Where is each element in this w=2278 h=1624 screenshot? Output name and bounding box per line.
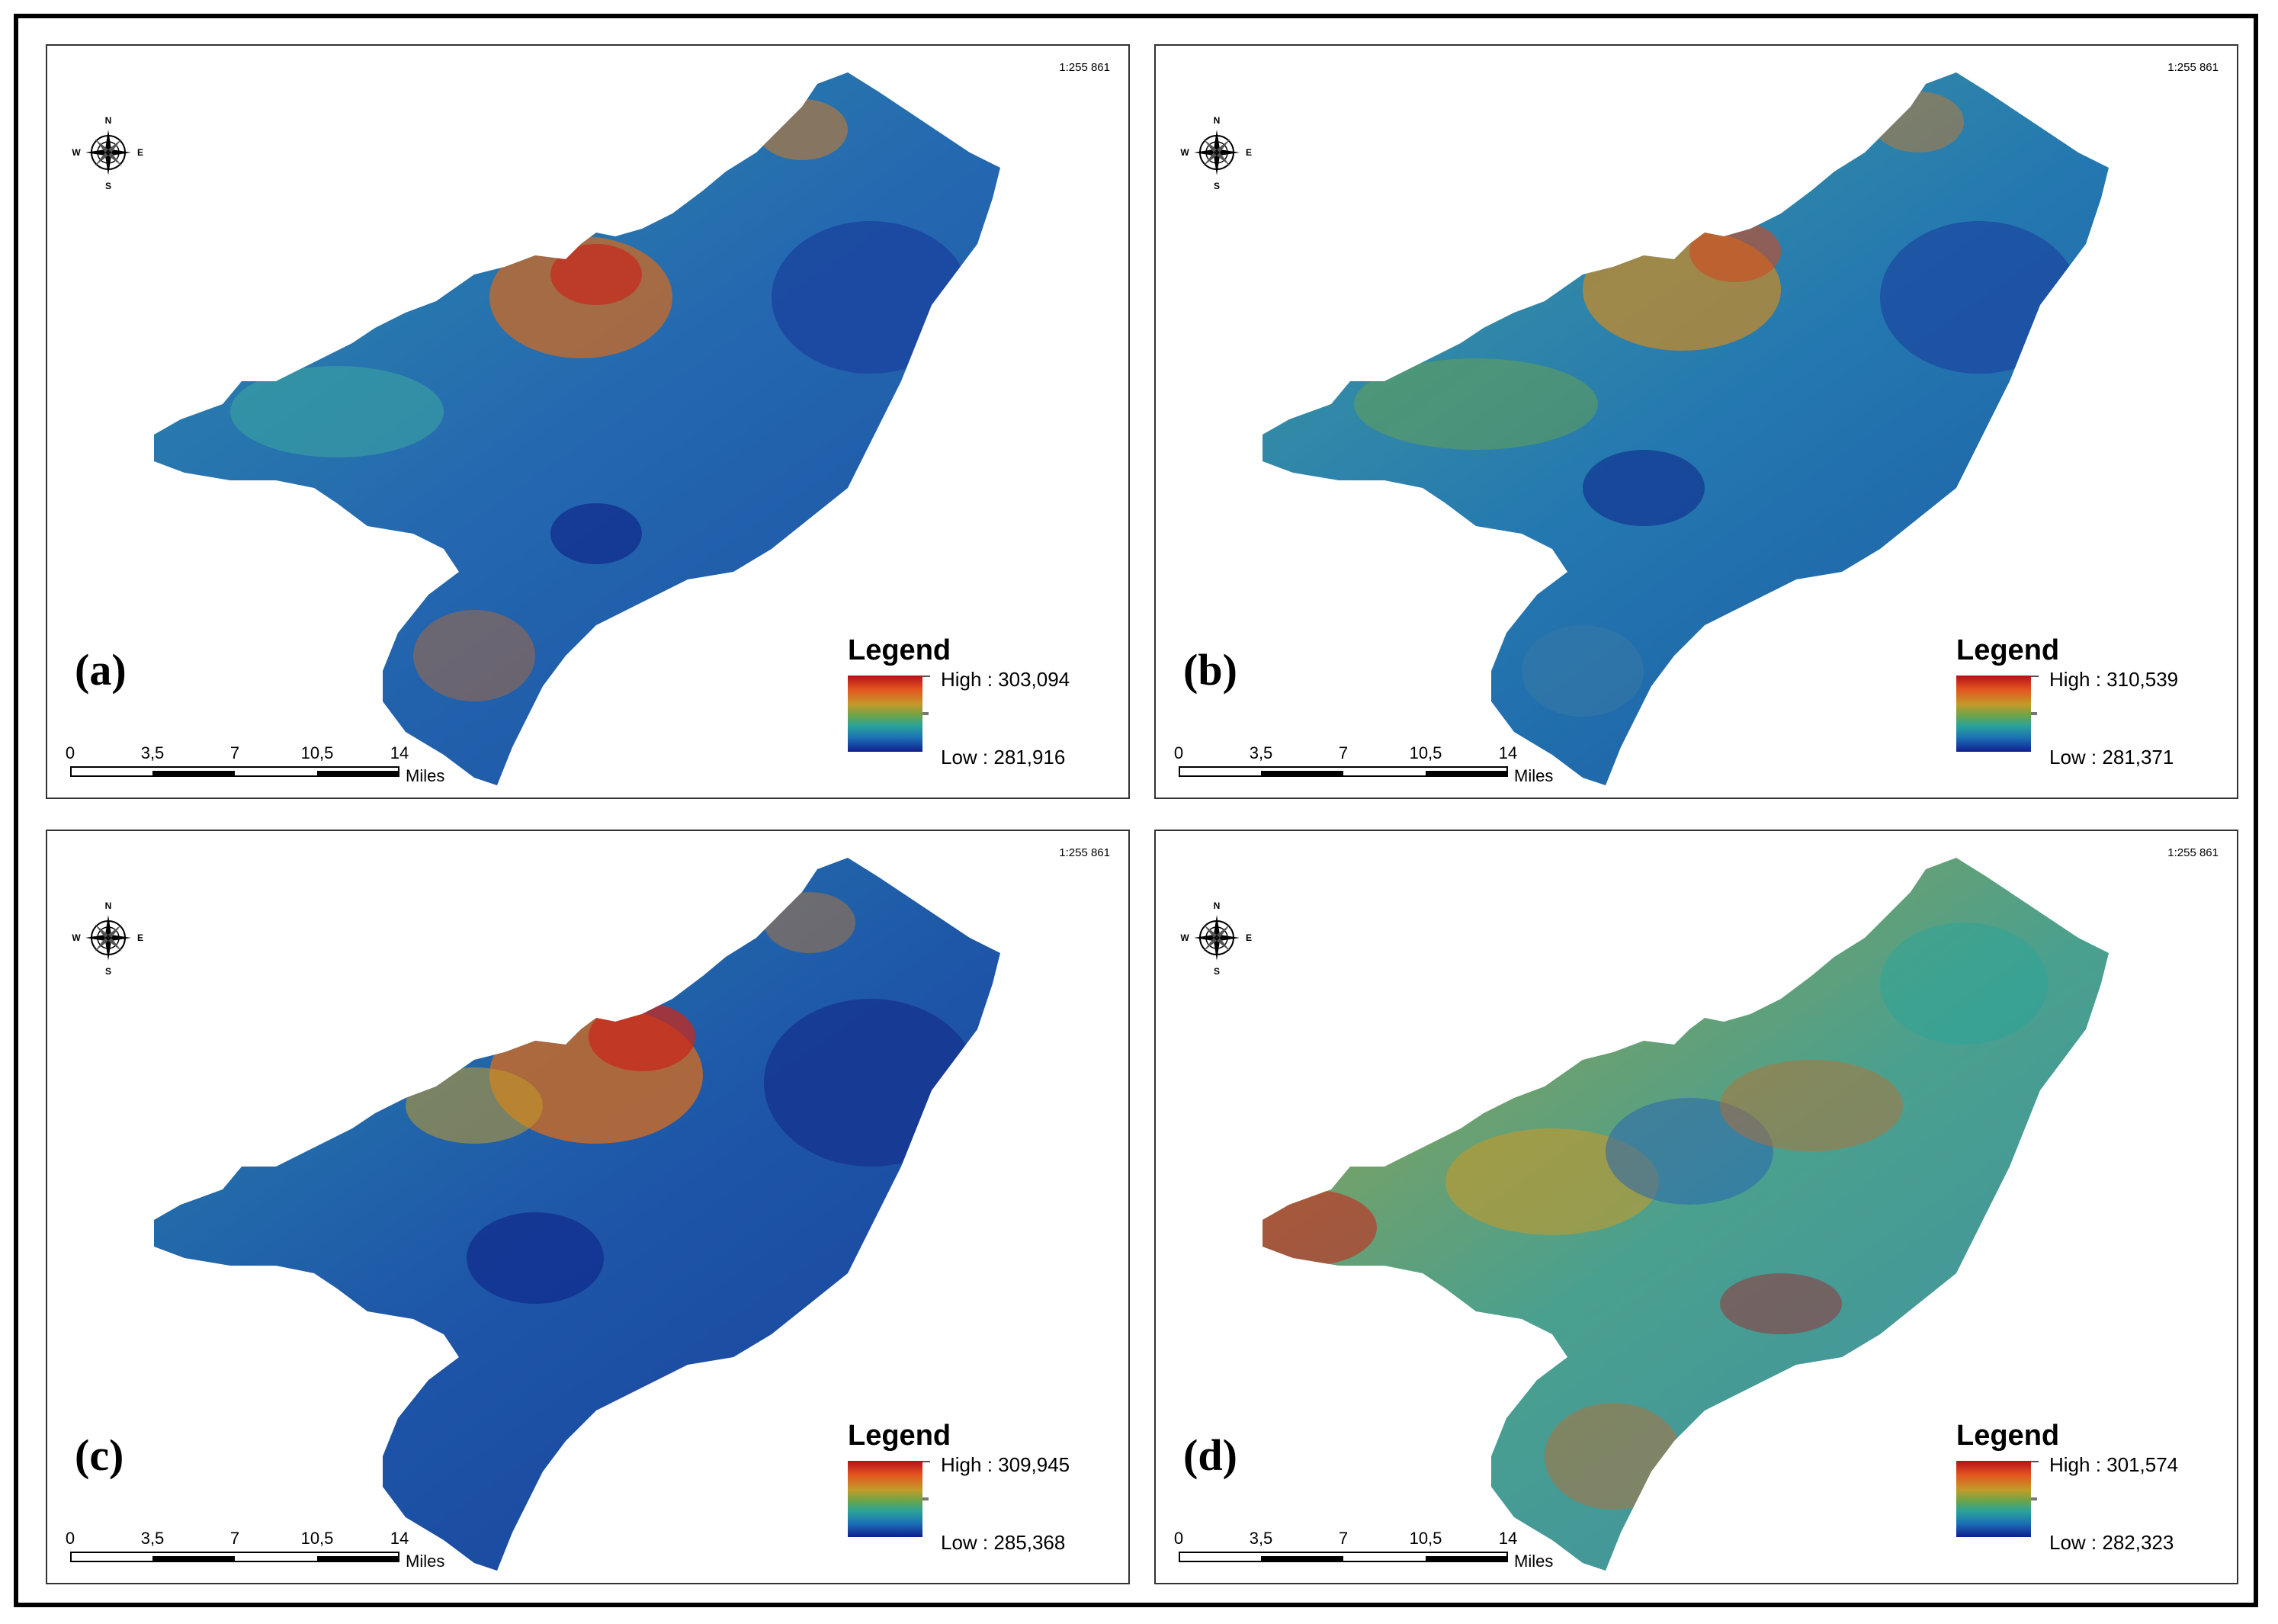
scale-tick-label: 10,5	[1409, 1529, 1442, 1548]
svg-text:W: W	[1180, 147, 1189, 158]
legend-mid-tick	[922, 1497, 929, 1500]
raster-map-b	[1263, 72, 2109, 785]
svg-text:W: W	[72, 147, 81, 158]
legend-c: Legend High : 309,945 Low : 285,368	[848, 1420, 1107, 1554]
legend-color-ramp	[1956, 1461, 2031, 1537]
svg-text:S: S	[1214, 181, 1220, 191]
legend-a: Legend High : 303,094 Low : 281,916	[848, 634, 1107, 769]
scale-tick-label: 3,5	[140, 1529, 165, 1548]
legend-high-tick	[922, 1461, 930, 1462]
map-scale-ratio: 1:255 861	[2167, 846, 2219, 859]
svg-text:N: N	[105, 900, 112, 911]
scale-unit: Miles	[406, 766, 445, 785]
legend-color-ramp	[848, 1461, 922, 1537]
panel-label-b: (b)	[1183, 645, 1237, 695]
map-panel-c: 1:255 861 N S E W (c) Legend High : 309,…	[46, 830, 1130, 1584]
north-arrow-icon: N S E W	[72, 900, 143, 976]
scale-tick-label: 7	[229, 1529, 240, 1548]
scale-bar-graphic	[1179, 766, 1508, 777]
legend-color-ramp	[848, 676, 922, 752]
legend-title: Legend	[1956, 634, 2060, 666]
legend-high-tick	[2031, 1461, 2039, 1462]
map-panel-d: 1:255 861 N S E W (d) Legend High : 301,…	[1154, 830, 2238, 1584]
legend-b: Legend High : 310,539 Low : 281,371	[1956, 634, 2215, 769]
legend-low-value: Low : 281,916	[941, 746, 1066, 769]
svg-text:E: E	[137, 932, 143, 943]
scale-bar-c: 0 3,5 7 10,5 14 Miles	[66, 1529, 482, 1574]
legend-title: Legend	[1956, 1420, 2060, 1452]
scale-tick-label: 3,5	[140, 743, 165, 762]
legend-d: Legend High : 301,574 Low : 282,323	[1956, 1420, 2215, 1554]
map-scale-ratio: 1:255 861	[1059, 61, 1110, 74]
legend-high-value: High : 301,574	[2049, 1453, 2179, 1476]
panel-label-c: (c)	[75, 1430, 124, 1480]
svg-text:S: S	[1214, 966, 1220, 976]
legend-color-ramp	[1956, 676, 2031, 752]
legend-low-value: Low : 285,368	[941, 1531, 1066, 1554]
map-panel-b: 1:255 861 N S E W (b) Legend High : 310,…	[1154, 44, 2238, 799]
svg-text:S: S	[105, 966, 111, 976]
scale-tick-label: 14	[1498, 1529, 1518, 1548]
svg-text:N: N	[105, 115, 112, 126]
legend-low-value: Low : 281,371	[2049, 746, 2174, 769]
legend-mid-tick	[922, 712, 929, 715]
scale-unit: Miles	[1514, 1552, 1554, 1571]
scale-unit: Miles	[1514, 766, 1554, 785]
svg-text:E: E	[1246, 147, 1252, 158]
north-arrow-icon: N S E W	[1180, 115, 1252, 191]
scale-tick-label: 14	[390, 743, 409, 762]
scale-tick-label: 3,5	[1249, 743, 1273, 762]
scale-tick-label: 7	[229, 743, 240, 762]
north-arrow-icon: N S E W	[1180, 900, 1252, 976]
legend-title: Legend	[848, 634, 951, 666]
svg-text:S: S	[105, 181, 111, 191]
figure-frame: 1:255 861 N S E W (a) Legend High : 303,…	[14, 14, 2258, 1607]
svg-text:E: E	[137, 147, 143, 158]
scale-bar-d: 0 3,5 7 10,5 14 Miles	[1174, 1529, 1590, 1574]
legend-high-tick	[2031, 676, 2039, 677]
scale-tick-label: 3,5	[1249, 1529, 1273, 1548]
svg-text:W: W	[72, 932, 81, 943]
svg-text:E: E	[1246, 932, 1252, 943]
scale-tick-label: 0	[1173, 743, 1184, 762]
scale-tick-label: 7	[1338, 1529, 1349, 1548]
north-arrow-icon: N S E W	[72, 115, 143, 191]
svg-text:N: N	[1214, 900, 1221, 911]
scale-bar-a: 0 3,5 7 10,5 14 Miles	[66, 743, 482, 789]
map-scale-ratio: 1:255 861	[2167, 61, 2219, 74]
raster-map-d	[1263, 858, 2109, 1571]
scale-bar-b: 0 3,5 7 10,5 14 Miles	[1174, 743, 1590, 789]
panel-label-a: (a)	[75, 645, 127, 695]
legend-title: Legend	[848, 1420, 951, 1452]
svg-text:N: N	[1214, 115, 1221, 126]
scale-unit: Miles	[406, 1552, 445, 1571]
scale-tick-label: 0	[65, 743, 75, 762]
scale-tick-label: 7	[1338, 743, 1349, 762]
scale-tick-label: 10,5	[300, 1529, 334, 1548]
scale-tick-label: 0	[1173, 1529, 1184, 1548]
scale-tick-label: 14	[390, 1529, 409, 1548]
legend-high-value: High : 303,094	[941, 668, 1070, 691]
panel-label-d: (d)	[1183, 1430, 1237, 1480]
svg-text:W: W	[1180, 932, 1189, 943]
map-panel-a: 1:255 861 N S E W (a) Legend High : 303,…	[46, 44, 1130, 799]
scale-tick-label: 10,5	[300, 743, 334, 762]
legend-high-value: High : 309,945	[941, 1453, 1070, 1476]
map-scale-ratio: 1:255 861	[1059, 846, 1110, 859]
legend-mid-tick	[2031, 1497, 2037, 1500]
legend-mid-tick	[2031, 712, 2037, 715]
legend-high-value: High : 310,539	[2049, 668, 2179, 691]
legend-low-value: Low : 282,323	[2049, 1531, 2174, 1554]
scale-tick-label: 14	[1498, 743, 1518, 762]
scale-bar-graphic	[70, 766, 399, 777]
scale-tick-label: 10,5	[1409, 743, 1442, 762]
raster-map-a	[154, 72, 1000, 785]
raster-map-c	[154, 858, 1000, 1571]
scale-bar-graphic	[70, 1552, 399, 1562]
scale-bar-graphic	[1179, 1552, 1508, 1562]
scale-tick-label: 0	[65, 1529, 75, 1548]
legend-high-tick	[922, 676, 930, 677]
